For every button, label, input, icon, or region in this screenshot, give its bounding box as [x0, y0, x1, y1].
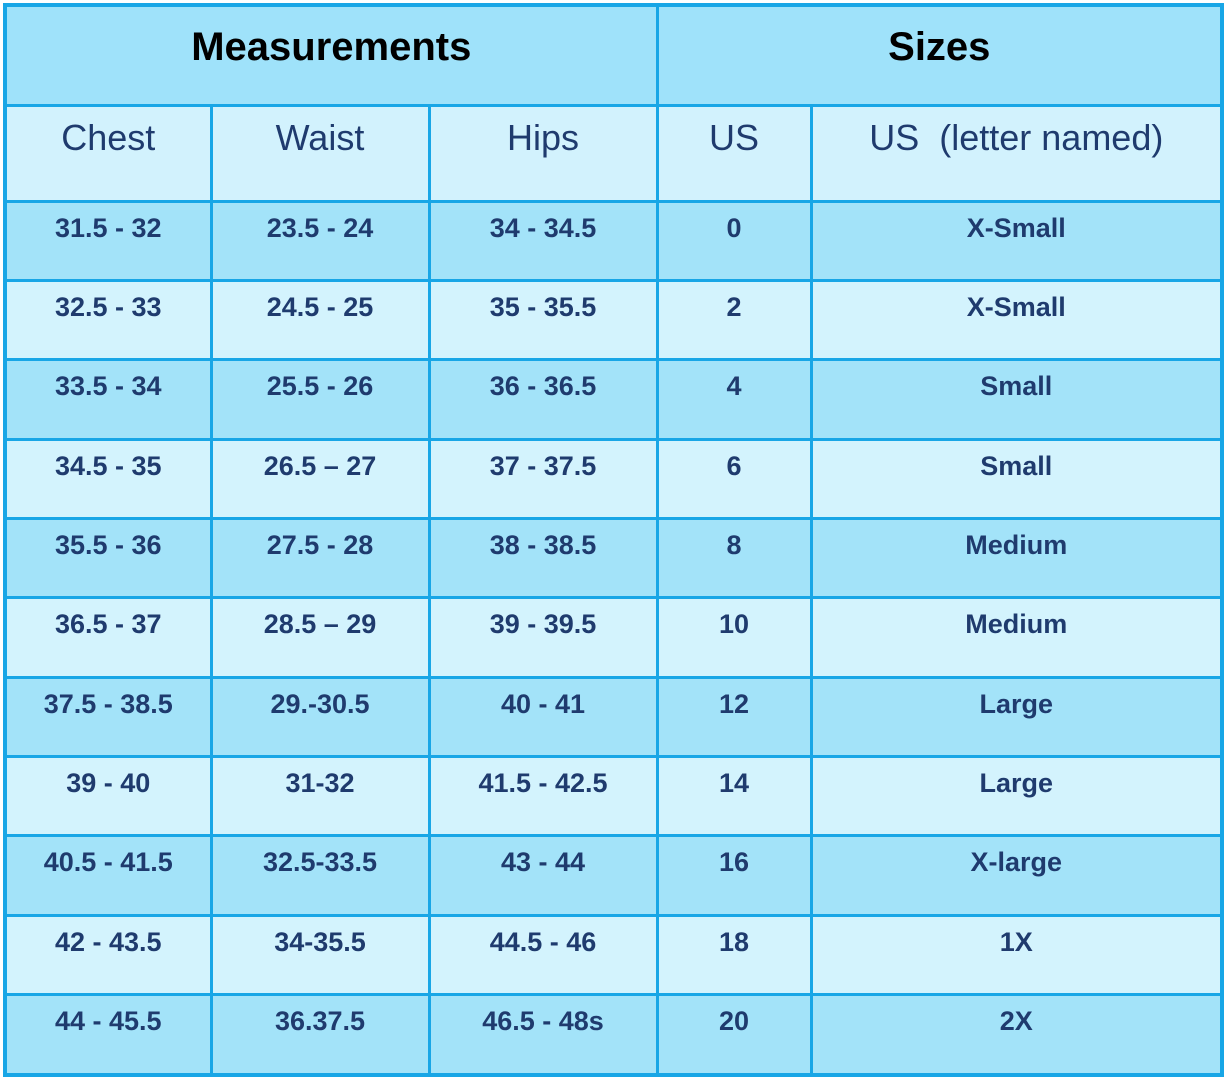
hips-cell: 38 - 38.5 [427, 516, 659, 600]
table-row: 34.5 - 35 26.5 – 27 37 - 37.5 6 Small [3, 437, 1224, 520]
chest-cell: 36.5 - 37 [3, 596, 213, 679]
us-letter-cell: Medium [809, 596, 1224, 679]
us-size-cell: 16 [655, 834, 813, 917]
chest-cell: 44 - 45.5 [3, 993, 213, 1077]
chest-cell: 32.5 - 33 [3, 278, 213, 362]
chest-cell: 40.5 - 41.5 [3, 834, 213, 917]
group-header-row: Measurements Sizes [3, 3, 1224, 107]
hips-cell: 34 - 34.5 [427, 199, 659, 282]
waist-cell: 23.5 - 24 [209, 199, 431, 282]
hips-header: Hips [427, 103, 659, 203]
waist-cell: 36.37.5 [209, 993, 431, 1077]
us-size-cell: 18 [655, 913, 813, 997]
hips-cell: 39 - 39.5 [427, 596, 659, 679]
chest-cell: 42 - 43.5 [3, 913, 213, 997]
hips-cell: 40 - 41 [427, 675, 659, 759]
chest-cell: 35.5 - 36 [3, 516, 213, 600]
chest-cell: 31.5 - 32 [3, 199, 213, 282]
waist-cell: 24.5 - 25 [209, 278, 431, 362]
waist-cell: 27.5 - 28 [209, 516, 431, 600]
table-row: 36.5 - 37 28.5 – 29 39 - 39.5 10 Medium [3, 596, 1224, 679]
table-row: 42 - 43.5 34-35.5 44.5 - 46 18 1X [3, 913, 1224, 997]
us-header: US [655, 103, 813, 203]
us-size-cell: 14 [655, 755, 813, 838]
us-size-cell: 6 [655, 437, 813, 520]
us-letter-cell: X-Small [809, 199, 1224, 282]
us-letter-cell: X-Small [809, 278, 1224, 362]
waist-cell: 34-35.5 [209, 913, 431, 997]
us-letter-cell: Medium [809, 516, 1224, 600]
chest-cell: 33.5 - 34 [3, 358, 213, 441]
chest-cell: 37.5 - 38.5 [3, 675, 213, 759]
waist-cell: 25.5 - 26 [209, 358, 431, 441]
waist-header: Waist [209, 103, 431, 203]
us-size-cell: 20 [655, 993, 813, 1077]
hips-cell: 37 - 37.5 [427, 437, 659, 520]
table-row: 37.5 - 38.5 29.-30.5 40 - 41 12 Large [3, 675, 1224, 759]
us-letter-header: US (letter named) [809, 103, 1224, 203]
chest-cell: 34.5 - 35 [3, 437, 213, 520]
hips-cell: 35 - 35.5 [427, 278, 659, 362]
table-row: 40.5 - 41.5 32.5-33.5 43 - 44 16 X-large [3, 834, 1224, 917]
us-letter-cell: Large [809, 675, 1224, 759]
us-letter-cell: 2X [809, 993, 1224, 1077]
table-row: 31.5 - 32 23.5 - 24 34 - 34.5 0 X-Small [3, 199, 1224, 282]
us-letter-cell: Small [809, 358, 1224, 441]
us-size-cell: 12 [655, 675, 813, 759]
chest-header: Chest [3, 103, 213, 203]
us-size-cell: 2 [655, 278, 813, 362]
us-size-cell: 0 [655, 199, 813, 282]
waist-cell: 26.5 – 27 [209, 437, 431, 520]
waist-cell: 32.5-33.5 [209, 834, 431, 917]
table-row: 33.5 - 34 25.5 - 26 36 - 36.5 4 Small [3, 358, 1224, 441]
sizes-header: Sizes [655, 3, 1224, 107]
waist-cell: 29.-30.5 [209, 675, 431, 759]
hips-cell: 44.5 - 46 [427, 913, 659, 997]
size-chart-table: Measurements Sizes Chest Waist Hips US U… [3, 3, 1225, 1077]
table-row: 39 - 40 31-32 41.5 - 42.5 14 Large [3, 755, 1224, 838]
table-row: 32.5 - 33 24.5 - 25 35 - 35.5 2 X-Small [3, 278, 1224, 362]
hips-cell: 43 - 44 [427, 834, 659, 917]
waist-cell: 31-32 [209, 755, 431, 838]
column-header-row: Chest Waist Hips US US (letter named) [3, 103, 1224, 203]
us-size-cell: 10 [655, 596, 813, 679]
hips-cell: 36 - 36.5 [427, 358, 659, 441]
us-letter-cell: Large [809, 755, 1224, 838]
measurements-header: Measurements [3, 3, 659, 107]
hips-cell: 41.5 - 42.5 [427, 755, 659, 838]
chest-cell: 39 - 40 [3, 755, 213, 838]
table-row: 35.5 - 36 27.5 - 28 38 - 38.5 8 Medium [3, 516, 1224, 600]
us-letter-cell: X-large [809, 834, 1224, 917]
us-size-cell: 8 [655, 516, 813, 600]
us-letter-cell: Small [809, 437, 1224, 520]
hips-cell: 46.5 - 48s [427, 993, 659, 1077]
table-row: 44 - 45.5 36.37.5 46.5 - 48s 20 2X [3, 993, 1224, 1077]
us-size-cell: 4 [655, 358, 813, 441]
waist-cell: 28.5 – 29 [209, 596, 431, 679]
us-letter-cell: 1X [809, 913, 1224, 997]
